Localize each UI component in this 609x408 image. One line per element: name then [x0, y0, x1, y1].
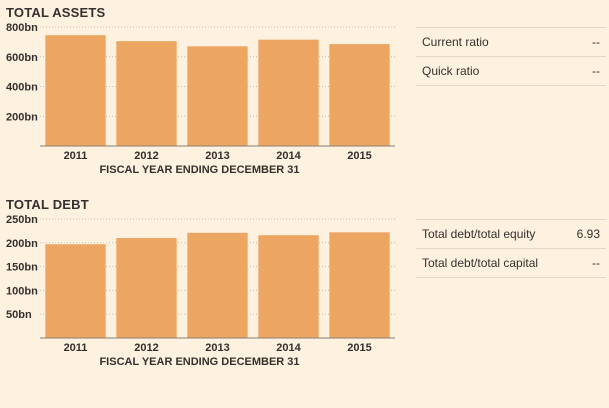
- y-tick-label: 50bn: [6, 309, 32, 321]
- bar-2014: [258, 39, 319, 146]
- y-tick-label: 100bn: [6, 285, 38, 297]
- ratio-label: Current ratio: [422, 35, 489, 49]
- x-tick-label: 2013: [205, 150, 229, 162]
- bar-2014: [258, 235, 319, 338]
- y-tick-label: 200bn: [6, 111, 38, 123]
- ratio-row-debt-equity: Total debt/total equity 6.93: [416, 219, 606, 248]
- ratio-label: Total debt/total equity: [422, 227, 536, 241]
- ratio-value: --: [592, 256, 600, 270]
- assets-chart-title: TOTAL ASSETS: [6, 5, 106, 20]
- debt-ratios-table: Total debt/total equity 6.93 Total debt/…: [416, 219, 606, 278]
- ratio-label: Total debt/total capital: [422, 256, 539, 270]
- x-tick-label: 2012: [134, 342, 158, 354]
- ratio-row-debt-capital: Total debt/total capital --: [416, 248, 606, 278]
- liquidity-ratios-table: Current ratio -- Quick ratio --: [416, 27, 606, 86]
- bar-2013: [187, 232, 248, 338]
- x-axis-title: FISCAL YEAR ENDING DECEMBER 31: [99, 164, 299, 176]
- x-tick-label: 2014: [276, 342, 301, 354]
- bar-2013: [187, 46, 248, 146]
- ratio-label: Quick ratio: [422, 64, 480, 78]
- total-assets-chart: 200bn 400bn 600bn 800bn 2011 2012 2013 2014 2015…: [6, 22, 395, 176]
- x-tick-label: 2015: [347, 150, 371, 162]
- y-tick-label: 400bn: [6, 82, 38, 94]
- ratio-row-current: Current ratio --: [416, 27, 606, 56]
- bar-2015: [329, 44, 390, 147]
- y-tick-label: 200bn: [6, 238, 38, 250]
- bar-2012: [116, 41, 177, 146]
- x-tick-label: 2011: [64, 342, 88, 354]
- x-tick-label: 2012: [134, 150, 158, 162]
- ratio-row-quick: Quick ratio --: [416, 56, 606, 86]
- ratio-value: 6.93: [576, 227, 600, 241]
- bar-2011: [45, 244, 106, 338]
- y-tick-label: 800bn: [6, 22, 38, 34]
- x-tick-label: 2015: [347, 342, 371, 354]
- y-tick-label: 600bn: [6, 52, 38, 64]
- bar-2012: [116, 238, 177, 338]
- bar-2015: [329, 232, 390, 338]
- y-tick-label: 250bn: [6, 214, 38, 226]
- x-axis-title: FISCAL YEAR ENDING DECEMBER 31: [99, 356, 299, 368]
- x-tick-label: 2013: [205, 342, 229, 354]
- x-tick-label: 2014: [276, 150, 301, 162]
- ratio-value: --: [592, 64, 600, 78]
- x-tick-label: 2011: [64, 150, 88, 162]
- y-tick-label: 150bn: [6, 262, 38, 274]
- ratio-value: --: [592, 35, 600, 49]
- total-debt-chart: 50bn 100bn 150bn 200bn 250bn 2011 2012 2013 2014…: [6, 214, 395, 368]
- debt-chart-title: TOTAL DEBT: [6, 197, 89, 212]
- bar-2011: [45, 35, 106, 146]
